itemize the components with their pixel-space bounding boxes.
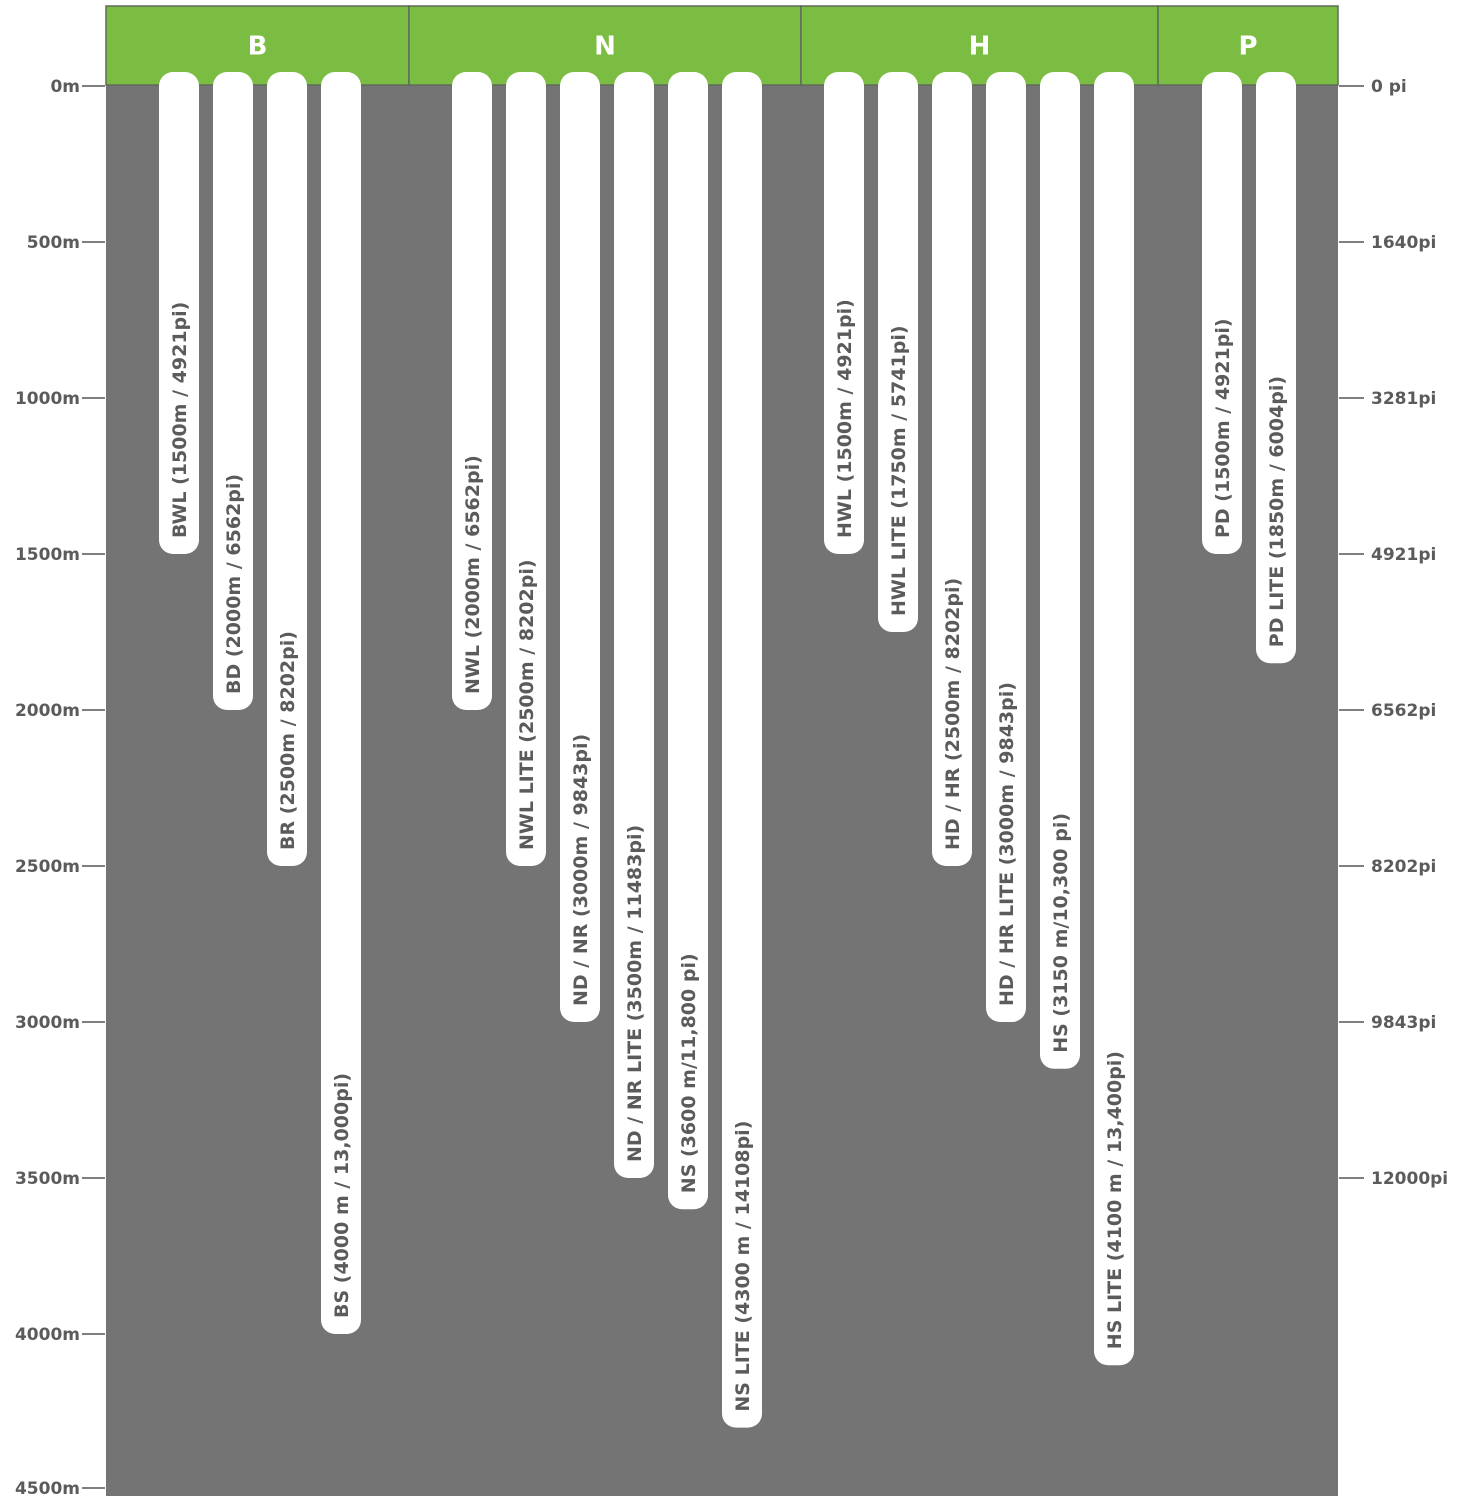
- group-label-n: N: [594, 32, 616, 62]
- left-tick-label-5: 2500m: [15, 857, 80, 877]
- left-tick-label-2: 1000m: [15, 389, 80, 409]
- group-label-b: B: [248, 32, 268, 62]
- bar-n-4: [614, 72, 654, 1178]
- bar-label-n-5: NS (3600 m/11,800 pi): [678, 953, 700, 1193]
- bar-label-n-1: NWL (2000m / 6562pi): [462, 455, 484, 694]
- bar-b-2: [213, 72, 253, 710]
- right-tick-label-2: 3281pi: [1371, 389, 1436, 409]
- right-tick-label-0: 0 pi: [1371, 77, 1407, 97]
- bar-label-n-2: NWL LITE (2500m / 8202pi): [516, 559, 538, 850]
- bar-label-b-2: BD (2000m / 6562pi): [223, 474, 245, 694]
- right-tick-label-4: 6562pi: [1371, 701, 1436, 721]
- bar-b-1: [159, 72, 199, 554]
- left-tick-label-7: 3500m: [15, 1169, 80, 1189]
- bars: BWL (1500m / 4921pi) BD (2000m / 6562pi) B…: [159, 72, 1296, 1428]
- left-tick-label-0: 0m: [50, 77, 80, 97]
- bar-label-h-3: HD / HR (2500m / 8202pi): [942, 578, 964, 850]
- bar-label-h-1: HWL (1500m / 4921pi): [834, 299, 856, 538]
- right-tick-label-6: 9843pi: [1371, 1013, 1436, 1033]
- group-header-b: [105, 5, 410, 86]
- bar-p-1: [1202, 72, 1242, 554]
- bar-label-h-2: HWL LITE (1750m / 5741pi): [888, 325, 910, 616]
- bar-label-h-4: HD / HR LITE (3000m / 9843pi): [996, 682, 1018, 1006]
- bar-n-1: [452, 72, 492, 710]
- bar-h-3: [932, 72, 972, 866]
- bar-n-6: [722, 72, 762, 1428]
- left-tick-label-6: 3000m: [15, 1013, 80, 1033]
- bar-h-5: [1040, 72, 1080, 1069]
- bar-label-b-3: BR (2500m / 8202pi): [277, 631, 299, 850]
- left-tick-label-1: 500m: [27, 233, 80, 253]
- left-tick-label-8: 4000m: [15, 1325, 80, 1345]
- bar-p-2: [1256, 72, 1296, 664]
- bar-label-n-6: NS LITE (4300 m / 14108pi): [732, 1121, 754, 1412]
- bar-b-4: [321, 72, 361, 1334]
- left-tick-label-3: 1500m: [15, 545, 80, 565]
- bar-label-n-4: ND / NR LITE (3500m / 11483pi): [624, 825, 646, 1162]
- bar-label-p-1: PD (1500m / 4921pi): [1212, 318, 1234, 538]
- left-tick-label-4: 2000m: [15, 701, 80, 721]
- bar-label-b-1: BWL (1500m / 4921pi): [169, 302, 191, 538]
- right-tick-label-1: 1640pi: [1371, 233, 1436, 253]
- bar-n-3: [560, 72, 600, 1022]
- bar-b-3: [267, 72, 307, 866]
- bar-n-5: [668, 72, 708, 1210]
- right-axis: 0 pi 1640pi 3281pi 4921pi 6562pi 8202pi 9843pi…: [1339, 77, 1448, 1189]
- bar-h-4: [986, 72, 1026, 1022]
- bar-label-p-2: PD LITE (1850m / 6004pi): [1266, 376, 1288, 647]
- right-tick-label-3: 4921pi: [1371, 545, 1436, 565]
- group-header-h: [800, 5, 1159, 86]
- bar-label-h-6: HS LITE (4100 m / 13,400pi): [1104, 1051, 1126, 1349]
- group-header-p: [1157, 5, 1339, 86]
- group-label-p: P: [1238, 32, 1257, 62]
- bar-n-2: [506, 72, 546, 866]
- bar-label-b-4: BS (4000 m / 13,000pi): [331, 1073, 353, 1318]
- bar-label-n-3: ND / NR (3000m / 9843pi): [570, 734, 592, 1006]
- bar-h-1: [824, 72, 864, 554]
- group-label-h: H: [969, 32, 991, 62]
- bar-h-2: [878, 72, 918, 632]
- right-tick-label-7: 12000pi: [1371, 1169, 1448, 1189]
- bar-h-6: [1094, 72, 1134, 1366]
- left-tick-label-9: 4500m: [15, 1479, 80, 1496]
- bar-label-h-5: HS (3150 m/10,300 pi): [1050, 813, 1072, 1053]
- left-axis: 0m 500m 1000m 1500m 2000m 2500m 3000m 3500m 4000…: [15, 77, 105, 1496]
- right-tick-label-5: 8202pi: [1371, 857, 1436, 877]
